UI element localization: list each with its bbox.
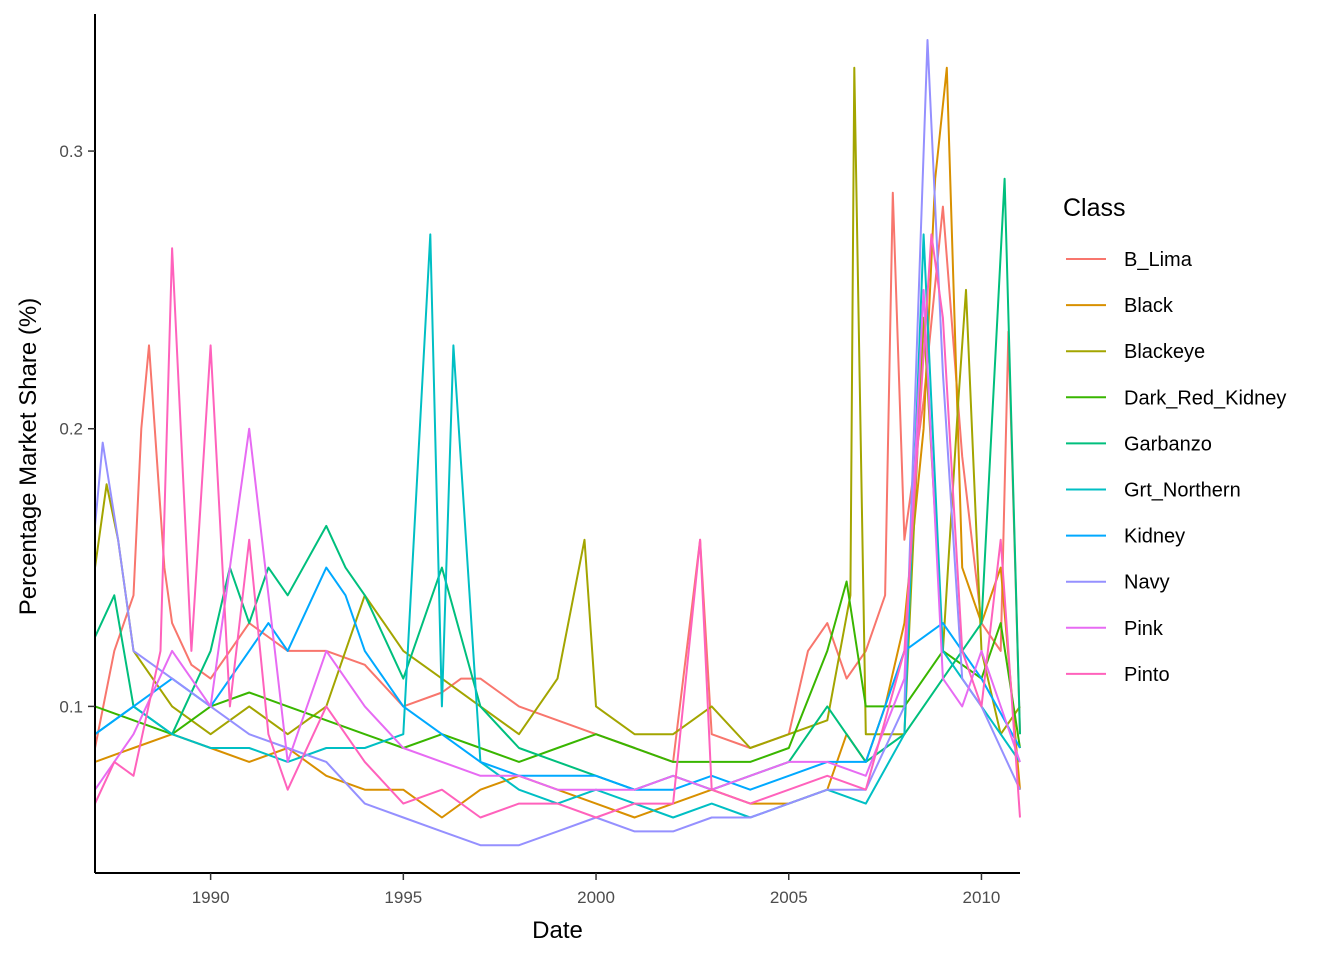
series-line-pinto [94,233,1021,819]
series-line-pink [94,288,1021,791]
series-line-b-lima [94,191,1021,763]
legend: Class B_Lima Black Blackeye Dark_Red_Kidney… [1063,194,1286,686]
y-axis-ticks: 0.1 0.2 0.3 [59,142,95,716]
x-tick-label: 2005 [770,888,808,907]
x-tick-label: 2000 [577,888,615,907]
legend-label: Pinto [1124,664,1170,686]
legend-label: Grt_Northern [1124,480,1241,502]
y-axis-title: Percentage Market Share (%) [15,298,42,615]
legend-label: Black [1124,295,1174,317]
legend-label: Dark_Red_Kidney [1124,387,1286,409]
series-line-grt-northern [94,233,1021,819]
x-tick-label: 1990 [192,888,230,907]
legend-items: B_Lima Black Blackeye Dark_Red_Kidney Garban… [1066,249,1286,686]
x-axis-title: Date [532,917,583,944]
series-line-black [94,66,1021,819]
x-axis-ticks: 1990 1995 2000 2005 2010 [192,873,1001,907]
series-line-dark-red-kidney [94,580,1021,763]
y-tick-label: 0.1 [59,697,83,716]
legend-title: Class [1063,194,1126,222]
y-tick-label: 0.2 [59,420,83,439]
x-tick-label: 2010 [963,888,1001,907]
x-tick-label: 1995 [384,888,422,907]
legend-label: Kidney [1124,526,1185,548]
legend-label: Garbanzo [1124,433,1212,455]
series-line-navy [94,39,1021,847]
legend-label: Blackeye [1124,341,1205,363]
legend-label: B_Lima [1124,249,1193,271]
legend-label: Pink [1124,618,1164,640]
legend-label: Navy [1124,572,1170,594]
plot-lines [94,39,1021,847]
y-tick-label: 0.3 [59,142,83,161]
